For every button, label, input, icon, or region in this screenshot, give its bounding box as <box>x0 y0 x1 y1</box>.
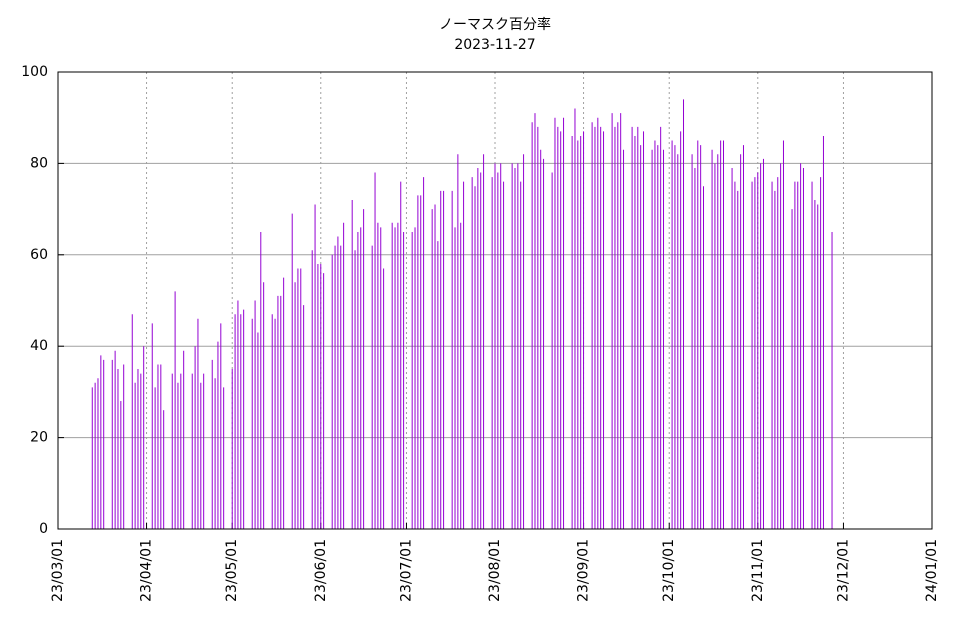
y-tick-label: 100 <box>21 64 48 80</box>
x-tick-label: 23/03/01 <box>50 539 66 602</box>
y-tick-label: 60 <box>30 247 48 263</box>
y-tick-label: 20 <box>30 430 48 446</box>
x-tick-label: 23/09/01 <box>576 539 592 602</box>
x-tick-label: 23/04/01 <box>139 539 155 602</box>
chart-title: ノーマスク百分率 <box>439 16 551 33</box>
chart-subtitle: 2023-11-27 <box>454 37 535 53</box>
x-tick-label: 24/01/01 <box>924 539 940 602</box>
y-tick-label: 80 <box>30 155 48 171</box>
plot-border <box>57 71 933 530</box>
x-tick-label: 23/10/01 <box>661 539 677 602</box>
x-tick-label: 23/05/01 <box>224 539 240 602</box>
x-tick-label: 23/07/01 <box>398 539 414 602</box>
y-tick-label: 0 <box>39 521 48 537</box>
x-tick-label: 23/06/01 <box>313 539 329 602</box>
x-tick-label: 23/08/01 <box>487 539 503 602</box>
x-tick-label: 23/12/01 <box>835 539 851 602</box>
x-tick-label: 23/11/01 <box>750 539 766 602</box>
y-tick-label: 40 <box>30 338 48 354</box>
